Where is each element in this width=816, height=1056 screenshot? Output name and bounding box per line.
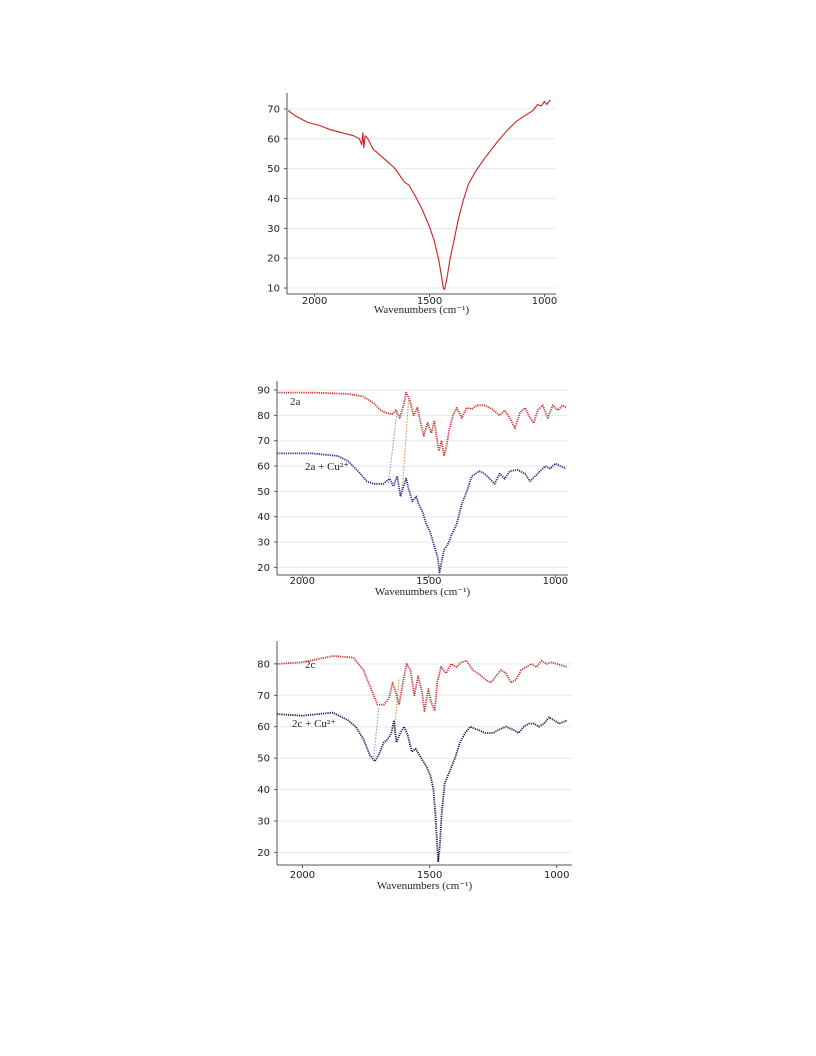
x-tick-label: 1500: [417, 870, 442, 881]
y-tick-label: 50: [267, 164, 280, 175]
series-line: [276, 655, 568, 712]
x-tick-label: 1000: [532, 296, 557, 307]
x-tick-label: 1500: [416, 576, 441, 587]
ir-spectrum-chart-3: 20 30 40 50 60 70 80 2000 1500 1000 Wavenumbers (c…: [257, 641, 572, 892]
x-axis-label: Wavenumbers (cm⁻¹): [374, 304, 470, 316]
y-tick-label: 70: [257, 691, 270, 702]
y-tick-label: 30: [267, 224, 280, 235]
x-tick-label: 2000: [290, 576, 315, 587]
y-tick-label: 60: [257, 462, 270, 473]
peak-shift-guide: [401, 400, 410, 489]
y-tick-label: 40: [257, 512, 270, 523]
y-tick-label: 70: [257, 436, 270, 447]
y-tick-label: 30: [257, 538, 270, 549]
x-tick-label: 1000: [543, 576, 568, 587]
y-tick-label: 60: [267, 134, 280, 145]
y-tick-label: 90: [257, 386, 270, 397]
series-label: 2c + Cu²⁺: [292, 718, 336, 730]
y-tick-label: 80: [257, 659, 270, 670]
peak-shift-guide: [373, 707, 380, 759]
y-tick-label: 20: [257, 848, 270, 859]
series-line: [276, 711, 568, 863]
y-tick-label: 50: [257, 754, 270, 765]
series-label: 2c: [305, 659, 316, 671]
y-tick-label: 20: [267, 254, 280, 265]
y-tick-label: 40: [267, 194, 280, 205]
x-tick-label: 1500: [417, 296, 442, 307]
x-tick-label: 1000: [544, 870, 569, 881]
y-tick-label: 80: [257, 411, 270, 422]
series-line: [277, 452, 567, 574]
series-line: [287, 99, 551, 291]
x-axis-label: Wavenumbers (cm⁻¹): [375, 586, 471, 598]
y-tick-label: 20: [257, 563, 270, 574]
y-tick-label: 60: [257, 722, 270, 733]
y-tick-label: 10: [267, 284, 280, 295]
series-label: 2a + Cu²⁺: [305, 461, 349, 473]
y-tick-label: 50: [257, 487, 270, 498]
peak-shift-guide: [393, 679, 400, 737]
x-tick-label: 2000: [302, 296, 327, 307]
peak-shift-guide: [387, 410, 398, 484]
y-tick-label: 70: [267, 104, 280, 115]
series-label: 2a: [290, 396, 301, 408]
ir-spectrum-chart-2: 20 30 40 50 60 70 80 90 2000 1500 1000 Wavenumbers …: [257, 381, 568, 598]
y-tick-label: 40: [257, 785, 270, 796]
y-tick-label: 30: [257, 817, 270, 828]
x-tick-label: 2000: [290, 870, 315, 881]
ir-spectrum-chart-1: 10 20 30 40 50 60 70 2000 1500 1000 Wavenumbers (c…: [267, 93, 557, 316]
x-axis-label: Wavenumbers (cm⁻¹): [377, 880, 473, 892]
series-line: [277, 391, 568, 457]
